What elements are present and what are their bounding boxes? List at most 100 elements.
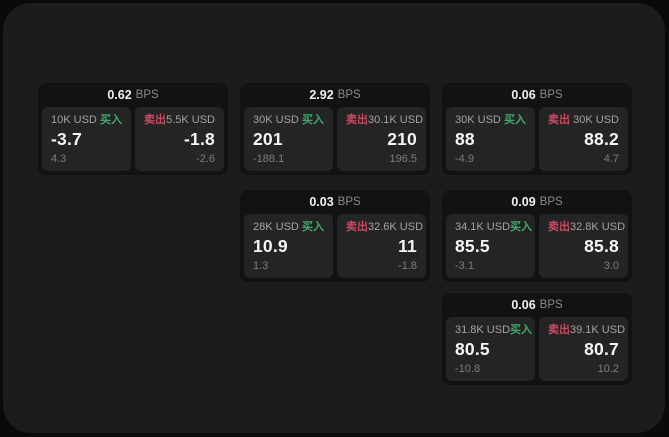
buy-quote-value: 80.5 [455, 339, 490, 359]
sell-delta-value: -1.8 [398, 260, 417, 272]
sell-tile-header: 卖出 32.6K USD [346, 221, 423, 233]
sell-quote-value: 88.2 [584, 129, 619, 149]
sell-quote-value: 85.8 [584, 236, 619, 256]
buy-side-label: 买入 [510, 324, 533, 336]
buy-delta-value: 1.3 [253, 260, 269, 272]
quote-tiles: 34.1K USD 买入 85.5 -3.1 卖出 32.8K USD 85.8… [442, 214, 632, 282]
sell-tile-header: 卖出 5.5K USD [144, 114, 215, 126]
bps-unit-label: BPS [539, 196, 563, 208]
buy-tile-header: 31.8K USD 买入 [455, 324, 532, 336]
bps-value: 0.62 [107, 88, 132, 102]
quote-tiles: 10K USD 买入 -3.7 4.3 卖出 5.5K USD -1.8 -2.… [38, 107, 228, 175]
sell-delta-value: 196.5 [389, 153, 417, 165]
quote-card-1[interactable]: 2.92 BPS 30K USD 买入 201 -188.1 卖出 30.1K … [240, 83, 430, 175]
bps-value: 0.06 [511, 298, 536, 312]
sell-tile[interactable]: 卖出 32.6K USD 11 -1.8 [337, 214, 426, 278]
sell-size-label: 30.1K USD [368, 114, 424, 126]
buy-quote-value: 10.9 [253, 236, 288, 256]
bps-value: 2.92 [309, 88, 334, 102]
buy-side-label: 买入 [510, 221, 533, 233]
bps-unit-label: BPS [539, 89, 563, 101]
bps-header: 0.06 BPS [442, 293, 632, 317]
sell-tile[interactable]: 卖出 39.1K USD 80.7 10.2 [539, 317, 628, 381]
sell-delta-value: -2.6 [196, 153, 215, 165]
buy-delta-value: -10.8 [455, 363, 481, 375]
bps-value: 0.09 [511, 195, 536, 209]
buy-tile-header: 28K USD 买入 [253, 221, 324, 233]
quote-tiles: 30K USD 买入 88 -4.9 卖出 30K USD 88.2 4.7 [442, 107, 632, 175]
buy-size-label: 30K USD [455, 114, 501, 126]
bps-value: 0.06 [511, 88, 536, 102]
buy-tile[interactable]: 28K USD 买入 10.9 1.3 [244, 214, 333, 278]
sell-side-label: 卖出 [144, 114, 166, 126]
buy-side-label: 买入 [504, 114, 526, 126]
bps-unit-label: BPS [337, 89, 361, 101]
buy-size-label: 34.1K USD [455, 221, 511, 233]
buy-size-label: 30K USD [253, 114, 299, 126]
buy-tile-header: 30K USD 买入 [253, 114, 324, 126]
quote-tiles: 30K USD 买入 201 -188.1 卖出 30.1K USD 210 1… [240, 107, 430, 175]
buy-tile[interactable]: 10K USD 买入 -3.7 4.3 [42, 107, 131, 171]
buy-delta-value: -188.1 [253, 153, 285, 165]
sell-side-label: 卖出 [346, 221, 368, 233]
buy-tile[interactable]: 30K USD 买入 88 -4.9 [446, 107, 535, 171]
dashboard-panel: 0.62 BPS 10K USD 买入 -3.7 4.3 卖出 5.5K USD… [3, 3, 665, 433]
sell-side-label: 卖出 [346, 114, 368, 126]
sell-size-label: 30K USD [573, 114, 619, 126]
sell-tile[interactable]: 卖出 30.1K USD 210 196.5 [337, 107, 426, 171]
sell-quote-value: -1.8 [184, 129, 215, 149]
buy-quote-value: 201 [253, 129, 283, 149]
buy-delta-value: -4.9 [455, 153, 474, 165]
bps-header: 0.09 BPS [442, 190, 632, 214]
sell-side-label: 卖出 [548, 221, 570, 233]
quote-tiles: 28K USD 买入 10.9 1.3 卖出 32.6K USD 11 -1.8 [240, 214, 430, 282]
sell-tile[interactable]: 卖出 5.5K USD -1.8 -2.6 [135, 107, 224, 171]
quote-card-0[interactable]: 0.62 BPS 10K USD 买入 -3.7 4.3 卖出 5.5K USD… [38, 83, 228, 175]
buy-tile[interactable]: 30K USD 买入 201 -188.1 [244, 107, 333, 171]
buy-size-label: 10K USD [51, 114, 97, 126]
buy-side-label: 买入 [302, 221, 324, 233]
sell-tile-header: 卖出 39.1K USD [548, 324, 625, 336]
sell-quote-value: 11 [398, 236, 417, 256]
bps-header: 0.62 BPS [38, 83, 228, 107]
sell-quote-value: 80.7 [584, 339, 619, 359]
quote-card-3[interactable]: 0.03 BPS 28K USD 买入 10.9 1.3 卖出 32.6K US… [240, 190, 430, 282]
quote-card-5[interactable]: 0.06 BPS 31.8K USD 买入 80.5 -10.8 卖出 39.1… [442, 293, 632, 385]
quote-card-2[interactable]: 0.06 BPS 30K USD 买入 88 -4.9 卖出 30K USD 8… [442, 83, 632, 175]
sell-tile-header: 卖出 32.8K USD [548, 221, 625, 233]
buy-delta-value: 4.3 [51, 153, 67, 165]
bps-header: 0.03 BPS [240, 190, 430, 214]
buy-side-label: 买入 [302, 114, 324, 126]
bps-unit-label: BPS [539, 299, 563, 311]
sell-size-label: 32.6K USD [368, 221, 424, 233]
buy-size-label: 28K USD [253, 221, 299, 233]
sell-tile[interactable]: 卖出 32.8K USD 85.8 3.0 [539, 214, 628, 278]
buy-side-label: 买入 [100, 114, 122, 126]
sell-delta-value: 3.0 [603, 260, 619, 272]
buy-tile[interactable]: 34.1K USD 买入 85.5 -3.1 [446, 214, 535, 278]
bps-header: 0.06 BPS [442, 83, 632, 107]
sell-quote-value: 210 [387, 129, 417, 149]
sell-side-label: 卖出 [548, 114, 570, 126]
buy-tile[interactable]: 31.8K USD 买入 80.5 -10.8 [446, 317, 535, 381]
buy-quote-value: -3.7 [51, 129, 82, 149]
sell-size-label: 39.1K USD [570, 324, 626, 336]
buy-size-label: 31.8K USD [455, 324, 511, 336]
sell-tile-header: 卖出 30K USD [548, 114, 619, 126]
sell-tile-header: 卖出 30.1K USD [346, 114, 423, 126]
bps-unit-label: BPS [337, 196, 361, 208]
sell-delta-value: 4.7 [603, 153, 619, 165]
bps-unit-label: BPS [135, 89, 159, 101]
bps-value: 0.03 [309, 195, 334, 209]
sell-delta-value: 10.2 [597, 363, 619, 375]
sell-tile[interactable]: 卖出 30K USD 88.2 4.7 [539, 107, 628, 171]
buy-tile-header: 30K USD 买入 [455, 114, 526, 126]
sell-side-label: 卖出 [548, 324, 570, 336]
quote-card-4[interactable]: 0.09 BPS 34.1K USD 买入 85.5 -3.1 卖出 32.8K… [442, 190, 632, 282]
buy-quote-value: 85.5 [455, 236, 490, 256]
sell-size-label: 5.5K USD [166, 114, 215, 126]
buy-tile-header: 10K USD 买入 [51, 114, 122, 126]
quote-tiles: 31.8K USD 买入 80.5 -10.8 卖出 39.1K USD 80.… [442, 317, 632, 385]
buy-quote-value: 88 [455, 129, 475, 149]
sell-size-label: 32.8K USD [570, 221, 626, 233]
